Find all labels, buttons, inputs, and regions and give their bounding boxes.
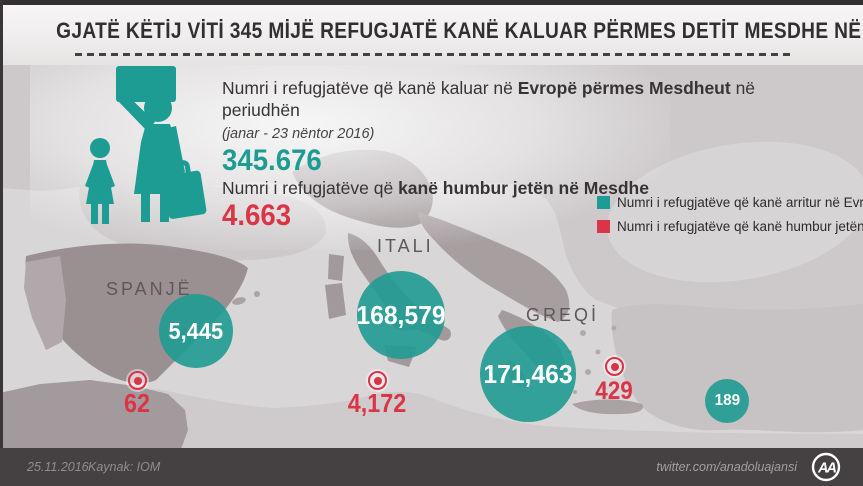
country-label-greece: GREQİ (526, 305, 600, 325)
arrivals-bubble-italy: 168,579 (356, 271, 446, 359)
deaths-value-italy: 4,172 (347, 388, 407, 418)
legend: Numri i refugjatëve që kanë arritur në E… (597, 195, 863, 243)
legend-item-died: Numri i refugjatëve që kanë humbur jetën (597, 219, 863, 234)
title-bar: GJATË KËTİJ VİTİ 345 MİJË REFUGJATË KANË… (0, 5, 863, 65)
stat-crossed-bold: Evropë përmes Mesdheut (517, 78, 731, 98)
arrivals-bubble-spain: 5,445 (159, 294, 233, 368)
stat-crossed-text: Numri i refugjatëve që kanë kaluar në (222, 78, 518, 98)
deaths-value-spain: 62 (123, 388, 151, 418)
period-label: (janar - 23 nëntor 2016) (222, 126, 375, 142)
legend-item-arrived: Numri i refugjatëve që kanë arritur në E… (597, 195, 863, 210)
deaths-marker-spain-bullseye-icon (128, 371, 147, 390)
deaths-marker-greece-bullseye-icon (605, 357, 624, 376)
footer-source: Kaynak: IOM (88, 460, 161, 474)
aa-logo-text: AA (817, 461, 836, 477)
arrivals-value-italy: 168,579 (356, 299, 446, 330)
arrivals-bubble-greece: 171,463 (480, 326, 576, 422)
total-arrived-value: 345.676 (222, 144, 322, 177)
stat-died-text: Numri i refugjatëve që (222, 178, 399, 198)
map-shape-morocco (0, 380, 188, 452)
map-shape-sardinia (325, 283, 346, 319)
arrivals-value-cyprus: 189 (714, 392, 740, 409)
arrivals-value-greece: 171,463 (483, 358, 573, 389)
footer-bar: 25.11.2016 Kaynak: IOM twitter.com/anado… (0, 448, 863, 486)
refugee-family-icon (85, 66, 207, 224)
dashed-divider (75, 53, 790, 56)
arrivals-bubble-cyprus: 189 (705, 379, 749, 423)
deaths-marker-italy-bullseye-icon (368, 371, 387, 390)
left-border (0, 0, 3, 486)
deaths-value-greece: 429 (595, 377, 633, 405)
arrivals-value-spain: 5,445 (168, 317, 224, 344)
map-shape-iberia (25, 243, 248, 384)
footer-twitter-handle[interactable]: twitter.com/anadoluajansi (656, 460, 797, 474)
aa-agency-logo: AA (811, 452, 841, 482)
teal-swatch-icon (597, 196, 610, 209)
legend-arrived-label: Numri i refugjatëve që kanë arritur në E… (617, 195, 863, 210)
map-black-sea (607, 141, 863, 283)
page-title: GJATË KËTİJ VİTİ 345 MİJË REFUGJATË KANË… (56, 18, 863, 43)
map-balearic-islands (232, 291, 260, 305)
map-shape-turkey (611, 304, 863, 433)
map-aegean-islands (568, 325, 617, 394)
country-label-spain: SPANJË (106, 279, 193, 299)
legend-died-label: Numri i refugjatëve që kanë humbur jetën (617, 219, 863, 234)
map-shape-corsica (328, 254, 344, 281)
red-swatch-icon (597, 220, 610, 233)
country-label-italy: ITALI (377, 236, 434, 256)
map-shape-portugal (24, 256, 66, 350)
stat-line-crossed: Numri i refugjatëve që kanë kaluar në Ev… (222, 77, 822, 121)
top-border (0, 0, 863, 5)
footer-date: 25.11.2016 (27, 460, 89, 474)
map-shape-crete (572, 399, 644, 415)
